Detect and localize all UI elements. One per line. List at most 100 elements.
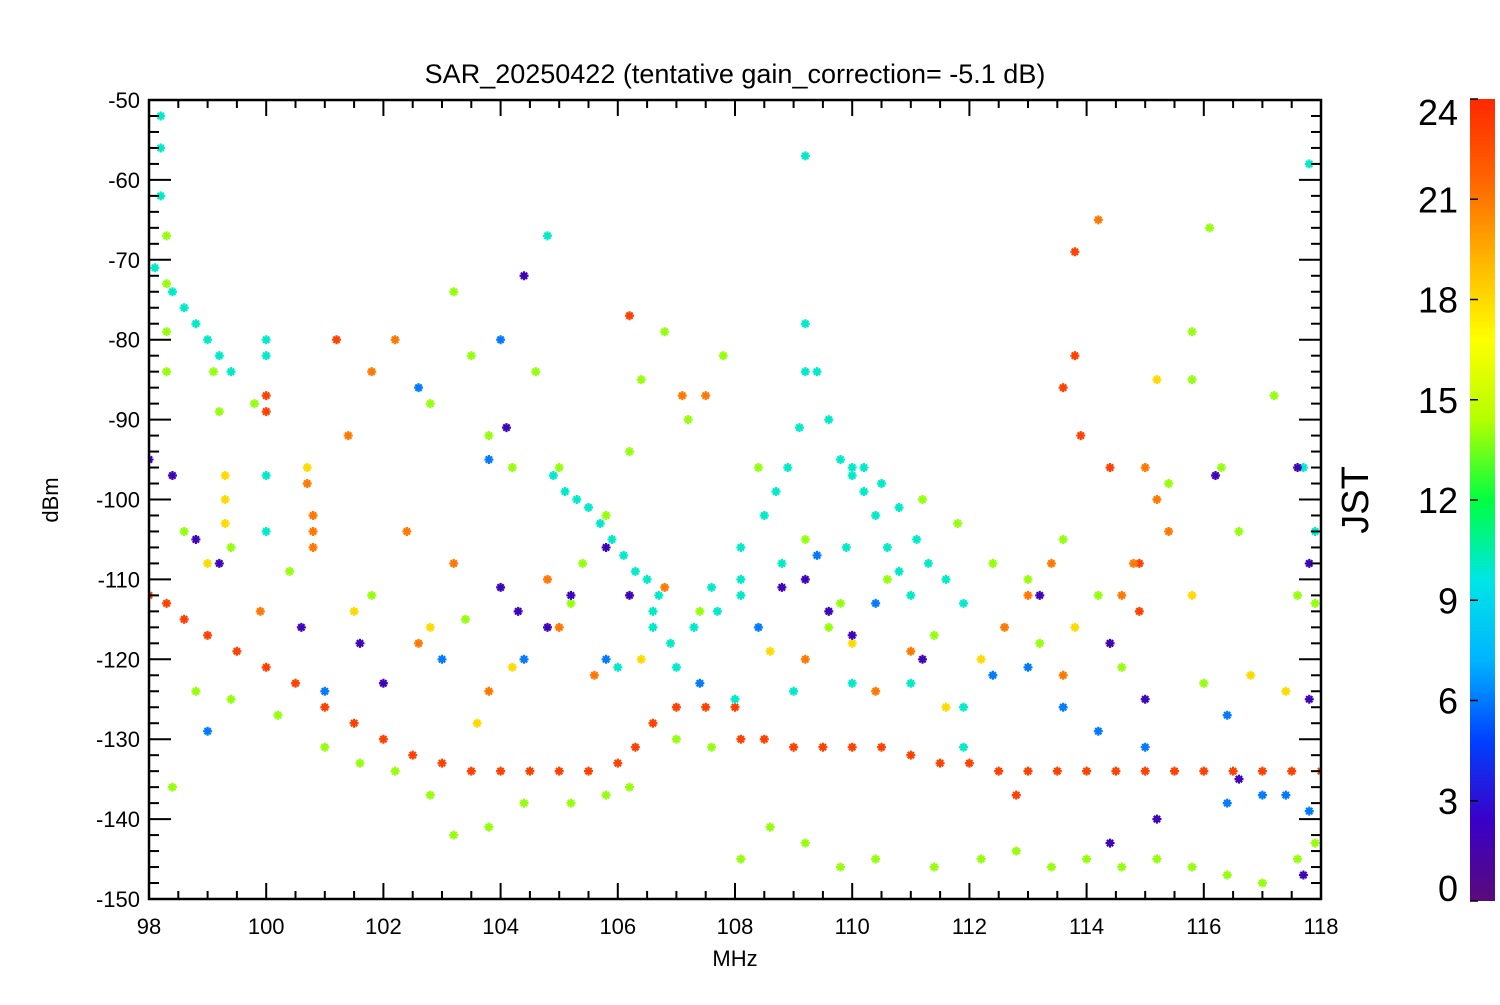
x-tick-label: 110 — [835, 914, 870, 939]
data-point — [976, 854, 986, 864]
data-point — [707, 742, 717, 752]
x-tick-label: 100 — [248, 914, 285, 939]
data-point — [1304, 558, 1314, 568]
data-point — [918, 495, 928, 504]
data-point — [935, 758, 945, 768]
data-point — [789, 742, 799, 752]
data-point — [179, 526, 189, 536]
data-point — [1052, 766, 1062, 776]
data-point — [1023, 662, 1033, 672]
data-point — [226, 367, 236, 377]
data-point — [1164, 479, 1174, 489]
colorbar-tick-label: 6 — [1438, 681, 1458, 722]
data-point — [642, 574, 652, 584]
data-point — [625, 782, 635, 792]
y-tick-label: -110 — [98, 567, 140, 592]
data-point — [349, 718, 359, 728]
data-point — [648, 606, 658, 616]
data-point — [988, 670, 998, 680]
data-point — [1023, 766, 1033, 776]
data-point — [701, 702, 711, 712]
data-point — [800, 574, 810, 584]
data-point — [759, 734, 769, 744]
data-point — [566, 590, 576, 600]
data-point — [660, 327, 670, 337]
data-point — [566, 798, 576, 808]
colorbar-tick-label: 3 — [1438, 781, 1458, 822]
data-point — [677, 391, 687, 401]
x-tick-label: 114 — [1069, 914, 1104, 939]
data-point — [1234, 774, 1244, 784]
data-point — [1134, 606, 1144, 616]
data-point — [1281, 686, 1291, 696]
data-point — [1304, 694, 1314, 704]
data-point — [355, 638, 365, 648]
data-point — [1111, 766, 1121, 776]
data-point — [162, 231, 172, 241]
data-point — [191, 534, 201, 544]
data-point — [367, 590, 377, 600]
data-point — [437, 654, 447, 664]
y-tick-label: -90 — [108, 408, 140, 433]
data-point — [449, 830, 459, 840]
colorbar-tick-label: 0 — [1438, 868, 1458, 909]
data-point — [765, 646, 775, 656]
data-point — [273, 710, 283, 720]
data-point — [296, 622, 306, 632]
data-point — [1140, 766, 1150, 776]
data-point — [191, 686, 201, 696]
data-point — [542, 622, 552, 632]
data-point — [777, 558, 787, 568]
data-point — [718, 351, 728, 361]
data-point — [800, 654, 810, 664]
colorbar-ticks: 24 21 18 15 12 9 6 3 0 — [1418, 92, 1478, 909]
data-point — [542, 231, 552, 241]
data-point — [226, 542, 236, 552]
data-point — [291, 678, 300, 688]
data-point — [1298, 463, 1308, 473]
data-point — [994, 766, 1004, 776]
data-point — [484, 455, 494, 465]
data-point — [895, 902, 904, 911]
data-point — [707, 582, 717, 592]
data-point — [800, 151, 810, 161]
data-point — [824, 606, 834, 616]
data-point — [519, 798, 529, 808]
data-point — [847, 678, 857, 688]
data-point — [595, 518, 605, 528]
y-axis: -50 -60 -70 -80 -90 -100 -110 -120 -130 -140 -150 — [96, 88, 1321, 912]
data-point — [1187, 862, 1197, 872]
data-point — [460, 614, 470, 624]
data-point — [162, 367, 172, 377]
x-tick-label: 98 — [137, 914, 161, 939]
data-point — [466, 351, 476, 361]
data-point — [507, 463, 517, 473]
data-point — [1187, 590, 1197, 600]
data-point — [683, 415, 693, 425]
data-point — [613, 662, 623, 672]
data-point — [812, 367, 822, 377]
data-point — [1287, 766, 1297, 776]
data-point — [730, 694, 740, 704]
colorbar-tick-label: 9 — [1438, 580, 1458, 621]
data-point — [800, 534, 810, 544]
data-point — [1046, 862, 1056, 872]
data-point — [519, 654, 529, 664]
x-tick-label: 106 — [599, 914, 636, 939]
data-point — [607, 534, 617, 544]
data-point — [959, 742, 969, 752]
data-point — [906, 678, 916, 688]
data-point — [912, 534, 922, 544]
data-point — [835, 598, 845, 608]
data-point — [1281, 790, 1291, 800]
data-point — [1293, 854, 1303, 864]
y-tick-label: -80 — [108, 328, 140, 353]
data-point — [625, 590, 635, 600]
data-point — [150, 263, 160, 273]
x-tick-label: 108 — [717, 914, 754, 939]
colorbar-tick-label: 15 — [1418, 380, 1458, 421]
data-point — [1298, 870, 1308, 880]
data-point — [167, 782, 177, 792]
data-point — [408, 750, 418, 760]
data-point — [894, 502, 904, 512]
